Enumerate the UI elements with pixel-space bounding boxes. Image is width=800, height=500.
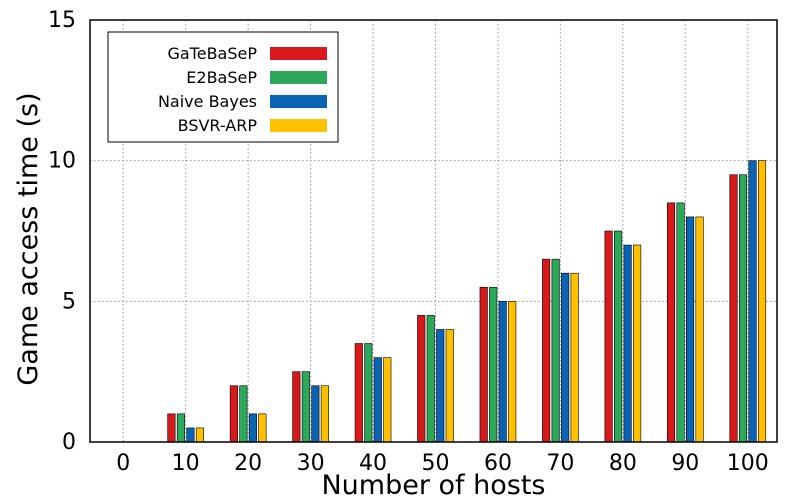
x-tick-label: 0 xyxy=(116,451,130,476)
legend: GaTeBaSeP E2BaSeP Naive Bayes BSVR-ARP xyxy=(107,31,339,143)
y-tick-label: 15 xyxy=(48,8,76,33)
bar-gatebasep xyxy=(667,202,676,443)
bar-gatebasep xyxy=(604,230,613,443)
legend-label: GaTeBaSeP xyxy=(167,44,257,63)
bar-naive-bayes xyxy=(686,216,695,443)
bar-naive-bayes xyxy=(623,244,632,443)
x-tick-label: 80 xyxy=(609,451,637,476)
bar-e2basep xyxy=(301,371,310,443)
bar-bsvr-arp xyxy=(258,413,267,443)
bar-naive-bayes xyxy=(373,357,382,443)
bar-bsvr-arp xyxy=(570,272,579,443)
legend-label: BSVR-ARP xyxy=(178,116,258,135)
legend-swatch xyxy=(270,119,327,132)
grid-lines xyxy=(90,20,777,442)
bar-gatebasep xyxy=(417,315,426,443)
bar-e2basep xyxy=(614,230,623,443)
bar-bsvr-arp xyxy=(695,216,704,443)
x-tick-label: 60 xyxy=(484,451,512,476)
bar-e2basep xyxy=(738,174,748,443)
y-tick-label: 5 xyxy=(62,289,76,314)
bar-gatebasep xyxy=(479,286,488,443)
bar-e2basep xyxy=(489,286,498,443)
x-tick-labels: 0 10 20 30 40 50 60 70 80 90 100 xyxy=(116,451,769,476)
x-tick-label: 10 xyxy=(172,451,200,476)
bar-naive-bayes xyxy=(436,329,445,443)
legend-label: E2BaSeP xyxy=(186,68,257,87)
legend-swatch xyxy=(270,95,327,108)
x-tick-label: 50 xyxy=(422,451,450,476)
x-tick-label: 90 xyxy=(671,451,699,476)
x-tick-label: 100 xyxy=(727,451,769,476)
bar-e2basep xyxy=(426,315,435,443)
plot-frame xyxy=(89,19,778,443)
legend-swatch xyxy=(270,47,327,60)
bar-naive-bayes xyxy=(248,413,257,443)
bar-naive-bayes xyxy=(748,160,757,443)
bar-naive-bayes xyxy=(561,272,570,443)
bar-bsvr-arp xyxy=(195,427,204,443)
bar-naive-bayes xyxy=(311,385,320,443)
bar-bsvr-arp xyxy=(383,357,392,443)
bar-bsvr-arp xyxy=(320,385,329,443)
bar-bsvr-arp xyxy=(633,244,642,443)
bar-naive-bayes xyxy=(186,427,195,443)
bar-e2basep xyxy=(239,385,248,443)
bar-e2basep xyxy=(551,258,560,443)
y-tick-label: 0 xyxy=(62,430,76,455)
x-tick-label: 20 xyxy=(234,451,262,476)
bar-gatebasep xyxy=(542,258,551,443)
x-tick-label: 40 xyxy=(359,451,387,476)
bar-gatebasep xyxy=(292,371,301,443)
bar-naive-bayes xyxy=(498,301,507,443)
bar-bsvr-arp xyxy=(757,160,767,443)
legend-swatch xyxy=(270,71,327,84)
x-tick-label: 30 xyxy=(297,451,325,476)
y-axis-label: Game access time (s) xyxy=(13,92,44,385)
y-tick-labels: 0 5 10 15 xyxy=(48,8,76,455)
bar-e2basep xyxy=(676,202,685,443)
x-tick-label: 70 xyxy=(546,451,574,476)
x-axis-label: Number of hosts xyxy=(321,470,545,500)
bar-bsvr-arp xyxy=(445,329,454,443)
y-tick-label: 10 xyxy=(48,149,76,174)
bar-gatebasep xyxy=(229,385,238,443)
bar-gatebasep xyxy=(354,343,363,443)
legend-label: Naive Bayes xyxy=(158,92,257,111)
bar-gatebasep xyxy=(729,174,738,443)
bar-bsvr-arp xyxy=(508,301,517,443)
bar-e2basep xyxy=(176,413,185,443)
bar-e2basep xyxy=(364,343,373,443)
bars xyxy=(167,160,767,443)
bar-gatebasep xyxy=(167,413,176,443)
